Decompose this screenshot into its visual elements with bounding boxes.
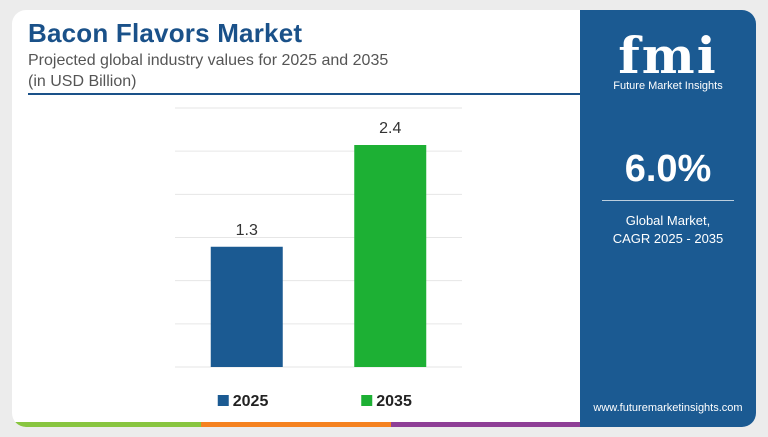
legend-label-2025: 2025: [233, 393, 269, 410]
legend-label-2035: 2035: [376, 393, 412, 410]
chart-card: Bacon Flavors Market Projected global in…: [12, 10, 756, 427]
cagr-label-line-2: CAGR 2025 - 2035: [612, 231, 724, 246]
fmi-logo: fmi Future Market Insights: [580, 26, 756, 93]
logo-mark: fmi: [618, 26, 718, 85]
bar-2025: [210, 246, 283, 367]
footer-segment-orange: [201, 422, 391, 427]
header-divider: [28, 93, 580, 95]
data-label-2035: 2.4: [379, 120, 401, 137]
website-link[interactable]: www.futuremarketinsights.com: [593, 402, 743, 414]
legend-swatch-2025: [217, 395, 229, 406]
chart-subtitle: Projected global industry values for 202…: [28, 50, 388, 92]
footer-color-bar: [12, 422, 580, 427]
footer-segment-purple: [390, 422, 580, 427]
legend-swatch-2035: [361, 395, 373, 406]
footer-segment-green: [12, 422, 202, 427]
logo-subtext: Future Market Insights: [613, 80, 723, 92]
sidebar-divider: [602, 200, 734, 201]
subtitle-line-2: (in USD Billion): [28, 73, 137, 90]
cagr-sidebar: fmi Future Market Insights 6.0% Global M…: [580, 10, 756, 427]
bar-chart: 1.3 2.4 2025 2035: [175, 107, 462, 410]
chart-title: Bacon Flavors Market: [28, 18, 303, 48]
cagr-label: Global Market, CAGR 2025 - 2035: [580, 212, 756, 248]
subtitle-line-1: Projected global industry values for 202…: [28, 52, 389, 69]
cagr-value: 6.0%: [624, 148, 712, 190]
bar-2035: [354, 145, 427, 367]
data-label-2025: 1.3: [236, 222, 258, 239]
cagr-label-line-1: Global Market,: [625, 213, 711, 228]
